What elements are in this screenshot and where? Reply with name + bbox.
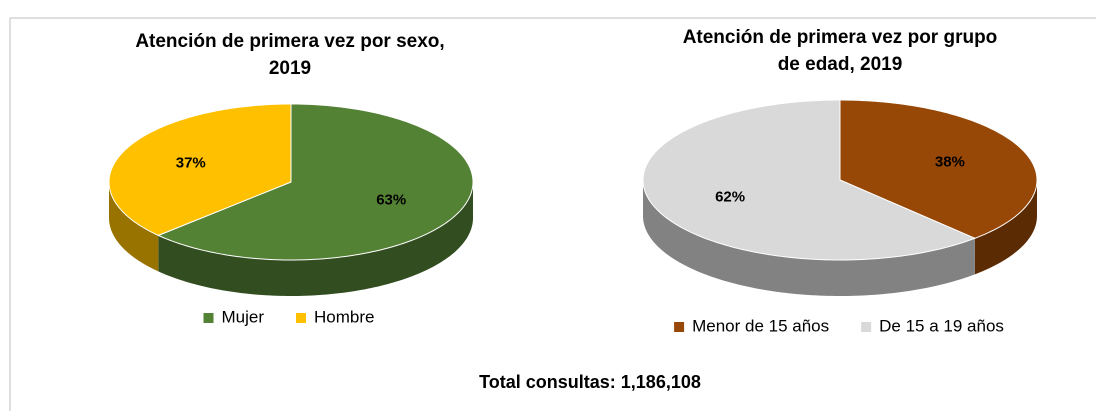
data-label: 62% [715, 189, 745, 206]
legend-label: Hombre [314, 307, 374, 326]
chart-title: de edad, 2019 [778, 54, 903, 75]
pie-slice [108, 103, 292, 236]
pie-slice [839, 99, 1038, 239]
legend-swatch [296, 313, 307, 323]
data-label: 38% [935, 153, 965, 170]
chart-title: Atención de primera vez por sexo, [135, 31, 444, 52]
pie-slice [157, 103, 474, 261]
legend-label: Menor de 15 años [692, 316, 829, 335]
pie-side [109, 182, 159, 272]
data-label: 63% [376, 192, 406, 209]
chart-title: 2019 [269, 58, 311, 79]
pie-side [974, 180, 1037, 275]
legend-label: Mujer [222, 307, 265, 326]
data-label: 37% [176, 154, 206, 171]
pie-side [158, 182, 474, 296]
legend-swatch [674, 322, 685, 332]
legend-swatch [861, 322, 872, 332]
legend-swatch [203, 313, 214, 323]
chart-title: Atención de primera vez por grupo [683, 27, 998, 48]
legend-label: De 15 a 19 años [879, 316, 1004, 335]
pie-slice [642, 99, 977, 261]
pie-side [643, 180, 975, 296]
footer: Total consultas: 1,186,108 [479, 372, 701, 392]
